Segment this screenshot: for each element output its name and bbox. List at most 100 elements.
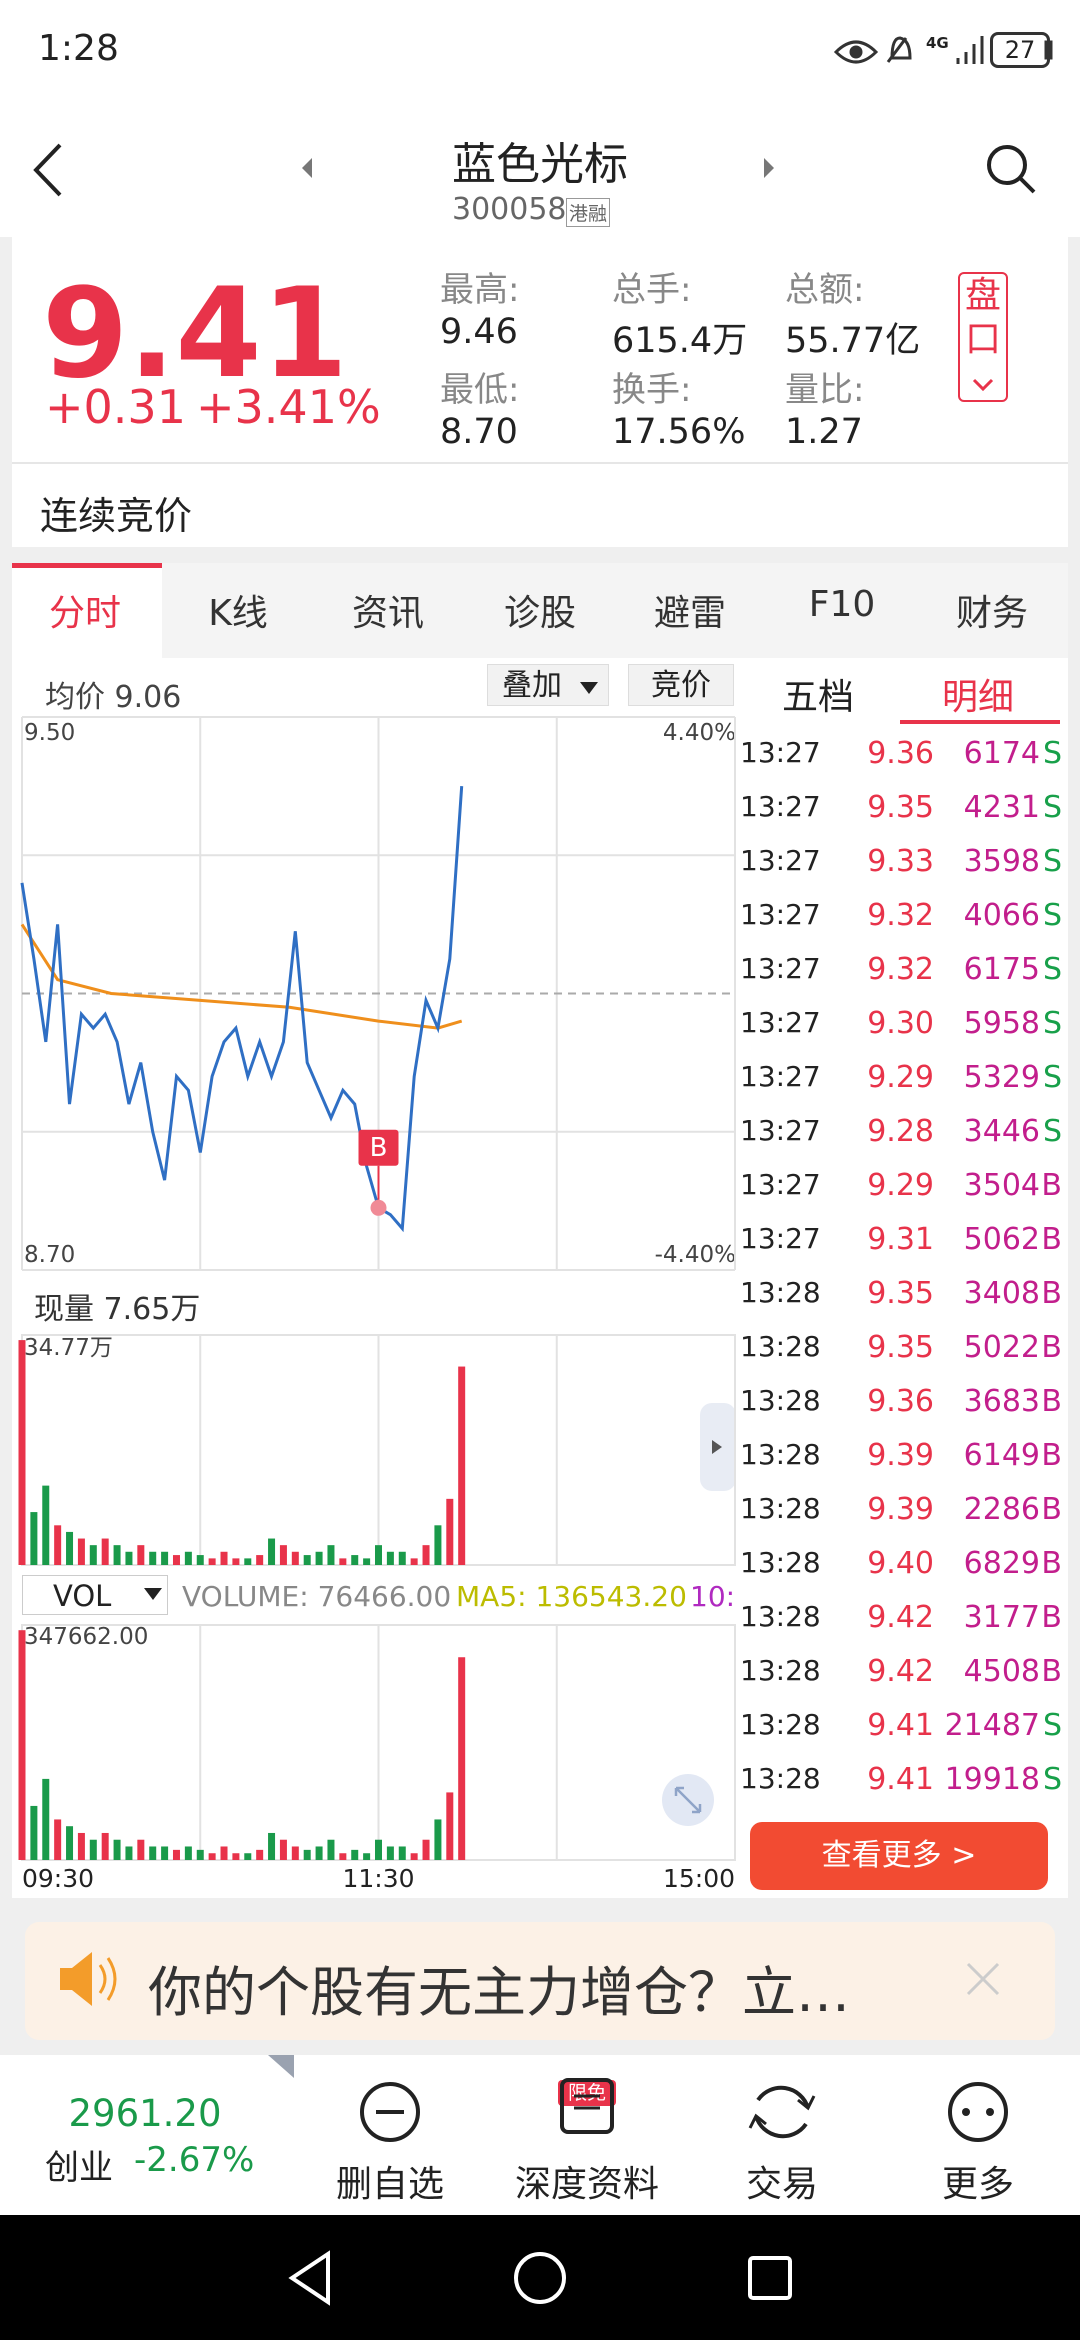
trade-price: 9.35 [867, 1276, 934, 1311]
trade-side: B [1041, 1384, 1062, 1419]
trade-time: 13:28 [740, 1762, 821, 1795]
index-name: 创业 [45, 2148, 113, 2188]
stat-label: 换手: [612, 370, 692, 410]
stat-value: 8.70 [440, 412, 518, 452]
tab[interactable]: 资讯 [351, 593, 424, 634]
trade-price: 9.42 [867, 1600, 934, 1635]
price-change-pct: +3.41% [196, 380, 381, 434]
stat-value: 9.46 [440, 312, 518, 352]
trade-price: 9.29 [867, 1168, 934, 1203]
stock-code: 300058 [452, 192, 567, 227]
stat-label: 最低: [440, 370, 520, 410]
trade-volume: 3598 [963, 844, 1040, 879]
trade-side: S [1042, 898, 1062, 933]
trade-time: 13:27 [740, 844, 821, 877]
clock: 1:28 [38, 28, 119, 69]
trade-side: S [1042, 1006, 1062, 1041]
footer-button[interactable]: 更多 [941, 2164, 1014, 2205]
promo-banner[interactable] [25, 1922, 1055, 2040]
more-button[interactable]: 查看更多 > [750, 1822, 1048, 1890]
trade-volume: 6149 [963, 1438, 1040, 1473]
stat-label: 量比: [785, 370, 865, 410]
tab[interactable]: K线 [208, 593, 268, 634]
detail-tab[interactable]: 明细 [941, 677, 1014, 718]
trade-volume: 6829 [963, 1546, 1040, 1581]
indicator-select[interactable]: VOL [22, 1575, 168, 1615]
trade-volume: 3683 [963, 1384, 1040, 1419]
stat-value: 1.27 [785, 412, 863, 452]
stat-value: 55.77亿 [785, 321, 921, 361]
stock-badge: 港融 [566, 198, 611, 227]
trade-side: S [1042, 736, 1062, 771]
trade-price: 9.35 [867, 1330, 934, 1365]
trade-price: 9.40 [867, 1546, 934, 1581]
trade-side: B [1041, 1222, 1062, 1257]
trade-price: 9.30 [867, 1006, 934, 1041]
trade-time: 13:28 [740, 1384, 821, 1417]
depth-tab[interactable]: 五档 [781, 677, 854, 718]
trade-side: B [1041, 1654, 1062, 1689]
trade-price: 9.36 [867, 736, 934, 771]
trade-volume: 19918 [944, 1762, 1040, 1797]
tab[interactable]: F10 [808, 584, 876, 625]
tab[interactable]: 避雷 [653, 593, 726, 634]
trade-volume: 21487 [944, 1708, 1040, 1743]
index-value: 2961.20 [68, 2092, 222, 2135]
footer-button[interactable]: 交易 [745, 2164, 818, 2205]
stat-label: 总额: [785, 270, 865, 310]
footer-button[interactable]: 删自选 [335, 2164, 444, 2205]
footer-button[interactable]: 深度资料 [514, 2164, 659, 2205]
trade-price: 9.28 [867, 1114, 934, 1149]
trade-side: B [1041, 1276, 1062, 1311]
trade-price: 9.41 [867, 1762, 934, 1797]
tab[interactable]: 财务 [955, 593, 1028, 634]
trade-price: 9.36 [867, 1384, 934, 1419]
nav-bar [0, 2215, 1080, 2340]
auction-button[interactable]: 竞价 [628, 664, 734, 706]
trade-price: 9.42 [867, 1654, 934, 1689]
price-change: +0.31 [45, 380, 186, 434]
trade-side: S [1042, 790, 1062, 825]
trade-side: B [1041, 1438, 1062, 1473]
trade-time: 13:28 [740, 1438, 821, 1471]
overlay-button[interactable]: 叠加 [487, 664, 609, 706]
trade-time: 13:28 [740, 1600, 821, 1633]
volume-label: 现量 7.65万 [34, 1292, 201, 1327]
trade-price: 9.39 [867, 1492, 934, 1527]
trade-volume: 3446 [963, 1114, 1040, 1149]
trade-time: 13:27 [740, 952, 821, 985]
trade-volume: 6174 [963, 736, 1040, 771]
trade-time: 13:27 [740, 1060, 821, 1093]
bottom-bar [0, 2055, 1080, 2215]
trade-side: B [1041, 1330, 1062, 1365]
trade-time: 13:27 [740, 1006, 821, 1039]
trading-status: 连续竞价 [40, 494, 193, 538]
trade-price: 9.41 [867, 1708, 934, 1743]
order-book-button[interactable]: 盘口 [958, 272, 1008, 402]
tab[interactable]: 诊股 [503, 593, 576, 634]
trade-side: B [1041, 1168, 1062, 1203]
tab[interactable]: 分时 [48, 593, 121, 634]
trade-side: S [1042, 844, 1062, 879]
trade-side: S [1042, 1762, 1062, 1797]
indicator-volume: VOLUME: 76466.00 [182, 1580, 452, 1613]
stock-title: 蓝色光标 [452, 139, 628, 190]
trade-volume: 3504 [963, 1168, 1040, 1203]
active-tab [12, 563, 162, 658]
pct-label: 4.40% [662, 720, 736, 746]
trade-time: 13:27 [740, 1168, 821, 1201]
trade-time: 13:28 [740, 1330, 821, 1363]
pct-label: -4.40% [654, 1242, 736, 1268]
trade-time: 13:27 [740, 1222, 821, 1255]
network: 4G [926, 34, 949, 52]
trade-volume: 5062 [963, 1222, 1040, 1257]
trade-volume: 4066 [963, 898, 1040, 933]
stat-value: 615.4万 [612, 321, 748, 361]
trade-volume: 3177 [963, 1600, 1040, 1635]
trade-volume: 5022 [963, 1330, 1040, 1365]
trade-volume: 5958 [963, 1006, 1040, 1041]
trade-side: B [1041, 1600, 1062, 1635]
avg-price-label: 均价 9.06 [45, 680, 182, 715]
indicator-max-label: 347662.00 [24, 1624, 149, 1650]
